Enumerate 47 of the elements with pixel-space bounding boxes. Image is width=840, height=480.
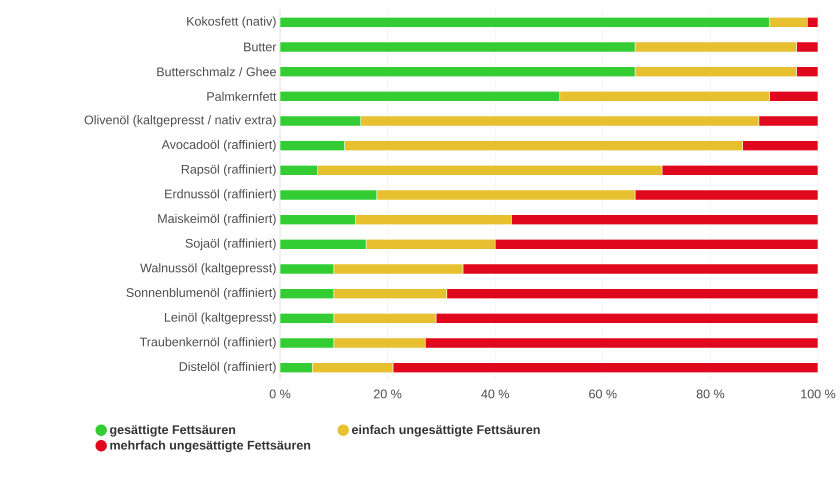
- bar: [446, 288, 818, 299]
- y-tick-label: Rapsöl (raffiniert): [182, 164, 276, 176]
- x-tick-label: 100 %: [801, 390, 836, 398]
- y-tick-label: Olivenöl (kaltgepresst / nativ extra): [84, 115, 276, 127]
- bar: [280, 42, 636, 52]
- x-tick-label: 40 %: [481, 390, 509, 398]
- y-tick-label: Butter: [244, 42, 276, 52]
- bar: [436, 313, 818, 324]
- bar: [280, 17, 770, 28]
- bar: [796, 66, 818, 77]
- x-tick-label: 20 %: [374, 390, 402, 398]
- bar: [769, 91, 818, 102]
- bar: [494, 239, 818, 250]
- bar: [742, 140, 818, 151]
- bar: [280, 288, 334, 299]
- bar: [280, 214, 356, 225]
- y-tick-label: Walnussöl (kaltgepresst): [140, 263, 276, 275]
- bar: [280, 165, 318, 176]
- y-tick-label: Palmkernfett: [207, 92, 276, 101]
- legend-label: gesättigte Fettsäuren: [110, 424, 236, 437]
- y-tick-label: Erdnussöl (raffiniert): [165, 189, 276, 201]
- y-tick-label: Butterschmalz / Ghee: [157, 67, 276, 76]
- bar: [280, 91, 560, 102]
- bar: [462, 264, 818, 274]
- y-tick-label: Avocadoöl (raffiniert): [162, 140, 276, 152]
- legend-label: mehrfach ungesättigte Fettsäuren: [110, 440, 310, 452]
- bar: [392, 362, 818, 373]
- legend-label: einfach ungesättigte Fettsäuren: [352, 424, 540, 437]
- y-tick-label: Leinöl (kaltgepresst): [164, 312, 276, 324]
- bar: [511, 214, 818, 225]
- x-tick-label: 80 %: [696, 390, 724, 398]
- y-tick-label: Distelöl (raffiniert): [180, 362, 276, 374]
- y-tick-label: Sojaöl (raffiniert): [186, 238, 276, 250]
- x-tick-label: 0 %: [270, 390, 290, 398]
- bar: [280, 313, 334, 324]
- y-tick-label: Traubenkernöl (raffiniert): [140, 337, 276, 349]
- bar: [280, 362, 313, 373]
- bar: [280, 239, 366, 250]
- y-tick-label: Kokosfett (nativ): [187, 16, 276, 28]
- bar: [662, 165, 818, 176]
- x-tick-label: 60 %: [589, 390, 617, 398]
- bar: [634, 190, 818, 200]
- y-tick-label: Sonnenblumenöl (raffiniert): [126, 288, 276, 300]
- bar: [280, 140, 345, 151]
- y-tick-label: Maiskeimöl (raffiniert): [158, 214, 276, 226]
- bar: [424, 338, 818, 348]
- bar: [280, 66, 636, 77]
